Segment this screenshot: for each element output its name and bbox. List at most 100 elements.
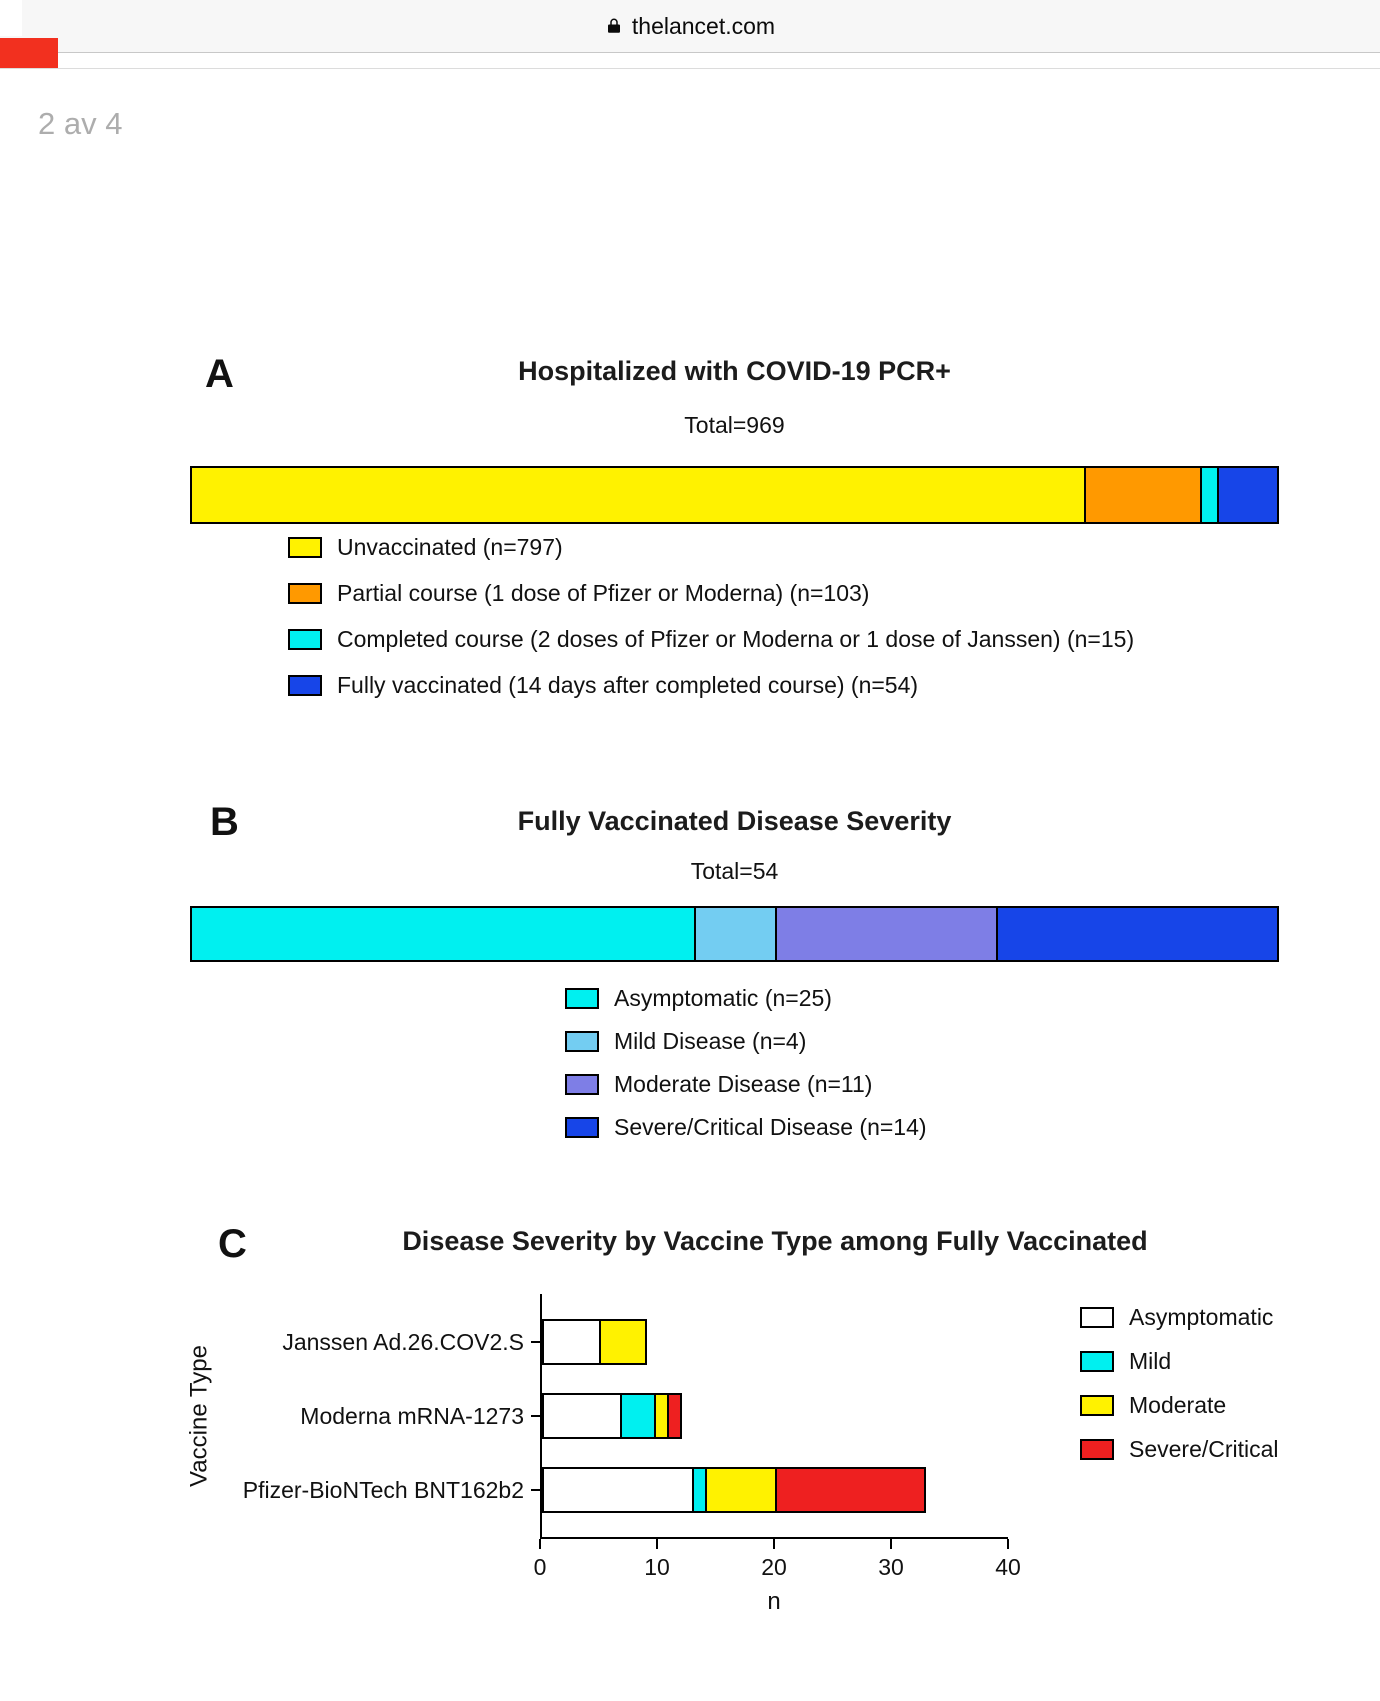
legend-item-moderate-disease: Moderate Disease (n=11) (565, 1063, 927, 1106)
legend-swatch (288, 536, 322, 558)
y-tick-mark (531, 1341, 540, 1343)
bar-segment-asymptomatic (544, 1395, 620, 1437)
panel-c-legend: Asymptomatic Mild Moderate Severe/Critical (1080, 1295, 1279, 1471)
panel-c-category-labels: Janssen Ad.26.COV2.S Moderna mRNA-1273 Pfi… (150, 1294, 540, 1539)
panel-c-x-axis-ticks: 0 10 20 30 40 (534, 1539, 1021, 1591)
panel-c-x-axis-label: n (767, 1588, 781, 1615)
legend-swatch (565, 1074, 599, 1095)
legend-label: Moderate (1129, 1391, 1227, 1418)
x-tick-label: 20 (761, 1554, 787, 1580)
panel-c-letter: C (218, 1222, 247, 1266)
panel-b-title: Fully Vaccinated Disease Severity (517, 806, 952, 836)
bar-segment-completed-course (1199, 468, 1217, 522)
stacked-bar (542, 1319, 647, 1365)
legend-item-mild-disease: Mild Disease (n=4) (565, 1020, 927, 1063)
bar-row-moderna-mrna-1273 (542, 1379, 1008, 1453)
legend-label: Mild Disease (n=4) (614, 1028, 807, 1054)
legend-swatch (565, 1031, 599, 1052)
bar-segment-mild (619, 1395, 655, 1437)
legend-swatch (1080, 1438, 1114, 1460)
legend-label: Moderate Disease (n=11) (614, 1071, 873, 1097)
legend-item-unvaccinated: Unvaccinated (n=797) (288, 524, 1134, 570)
stacked-bar (542, 1393, 682, 1439)
y-category-label: Janssen Ad.26.COV2.S (282, 1328, 524, 1355)
page-indicator: 2 av 4 (38, 106, 123, 141)
legend-swatch (565, 988, 599, 1009)
panel-c-plot-area (540, 1294, 1008, 1539)
url-text: thelancet.com (631, 12, 776, 39)
y-category-label: Pfizer-BioNTech BNT162b2 (242, 1476, 524, 1503)
legend-item-asymptomatic: Asymptomatic (1080, 1295, 1279, 1339)
panel-a-letter: A (205, 352, 234, 396)
y-category-row: Moderna mRNA-1273 (150, 1379, 540, 1453)
bar-segment-mild-disease (694, 908, 775, 960)
red-marker (0, 38, 58, 68)
legend-swatch (1080, 1394, 1114, 1416)
x-tick-label: 10 (644, 1554, 670, 1580)
y-tick-mark (531, 1489, 540, 1491)
bar-segment-asymptomatic (192, 908, 695, 960)
legend-label: Severe/Critical Disease (n=14) (614, 1114, 927, 1140)
panel-c-title: Disease Severity by Vaccine Type among F… (402, 1226, 1148, 1256)
y-tick-mark (531, 1415, 540, 1417)
x-tick-label: 30 (878, 1554, 904, 1580)
legend-label: Mild (1129, 1347, 1172, 1374)
bar-segment-severe-critical-disease (995, 908, 1277, 960)
bar-segment-partial-course (1084, 468, 1200, 522)
x-tick-mark (773, 1539, 775, 1549)
legend-item-partial-course: Partial course (1 dose of Pfizer or Mode… (288, 570, 1134, 616)
x-tick-mark (1007, 1539, 1009, 1549)
y-category-row: Janssen Ad.26.COV2.S (150, 1305, 540, 1379)
legend-label: Asymptomatic (1129, 1303, 1274, 1330)
bar-segment-mild (691, 1469, 705, 1511)
bar-segment-asymptomatic (544, 1321, 599, 1363)
panel-a-legend: Unvaccinated (n=797) Partial course (1 do… (288, 524, 1134, 708)
y-category-label: Moderna mRNA-1273 (300, 1402, 524, 1429)
panel-b-legend: Asymptomatic (n=25) Mild Disease (n=4) Mod… (565, 977, 927, 1149)
legend-swatch (288, 582, 322, 604)
legend-label: Partial course (1 dose of Pfizer or Mode… (337, 579, 870, 606)
stacked-bar (542, 1467, 927, 1513)
bar-segment-unvaccinated (192, 468, 1085, 522)
legend-item-moderate: Moderate (1080, 1383, 1279, 1427)
bar-segment-moderate (654, 1395, 667, 1437)
legend-swatch (565, 1117, 599, 1138)
legend-item-severe-critical-disease: Severe/Critical Disease (n=14) (565, 1106, 927, 1149)
bar-segment-moderate (598, 1321, 645, 1363)
x-tick-label: 40 (995, 1554, 1021, 1580)
legend-label: Completed course (2 doses of Pfizer or M… (337, 625, 1135, 652)
legend-swatch (288, 628, 322, 650)
legend-label: Fully vaccinated (14 days after complete… (337, 671, 919, 698)
x-tick-mark (539, 1539, 541, 1549)
legend-label: Unvaccinated (n=797) (337, 533, 563, 560)
legend-item-severe-critical: Severe/Critical (1080, 1427, 1279, 1471)
panel-b-total: Total=54 (690, 858, 779, 884)
bar-row-pfizer-biontech-bnt162b2 (542, 1453, 1008, 1527)
legend-swatch (288, 674, 322, 696)
bar-segment-moderate (704, 1469, 775, 1511)
panel-a-title: Hospitalized with COVID-19 PCR+ (518, 356, 951, 386)
bar-row-janssen-ad-26-cov2-s (542, 1305, 1008, 1379)
browser-address-bar[interactable]: thelancet.com (0, 0, 1380, 53)
legend-item-asymptomatic: Asymptomatic (n=25) (565, 977, 927, 1020)
legend-label: Severe/Critical (1129, 1435, 1279, 1462)
x-tick-mark (890, 1539, 892, 1549)
y-category-row: Pfizer-BioNTech BNT162b2 (150, 1453, 540, 1527)
lock-icon (607, 18, 620, 33)
x-tick-mark (656, 1539, 658, 1549)
legend-item-fully-vaccinated: Fully vaccinated (14 days after complete… (288, 662, 1134, 708)
divider-line (0, 68, 1380, 69)
corner-notch (0, 0, 22, 36)
bar-segment-fully-vaccinated (1216, 468, 1277, 522)
x-tick-label: 0 (533, 1554, 547, 1580)
legend-item-completed-course: Completed course (2 doses of Pfizer or M… (288, 616, 1134, 662)
panel-b-stacked-bar (190, 906, 1279, 962)
legend-label: Asymptomatic (n=25) (614, 985, 832, 1011)
panel-a-total: Total=969 (684, 412, 785, 438)
bar-segment-moderate-disease (774, 908, 996, 960)
legend-swatch (1080, 1350, 1114, 1372)
legend-swatch (1080, 1306, 1114, 1328)
bar-segment-asymptomatic (544, 1469, 692, 1511)
bar-segment-severe-critical (666, 1395, 680, 1437)
